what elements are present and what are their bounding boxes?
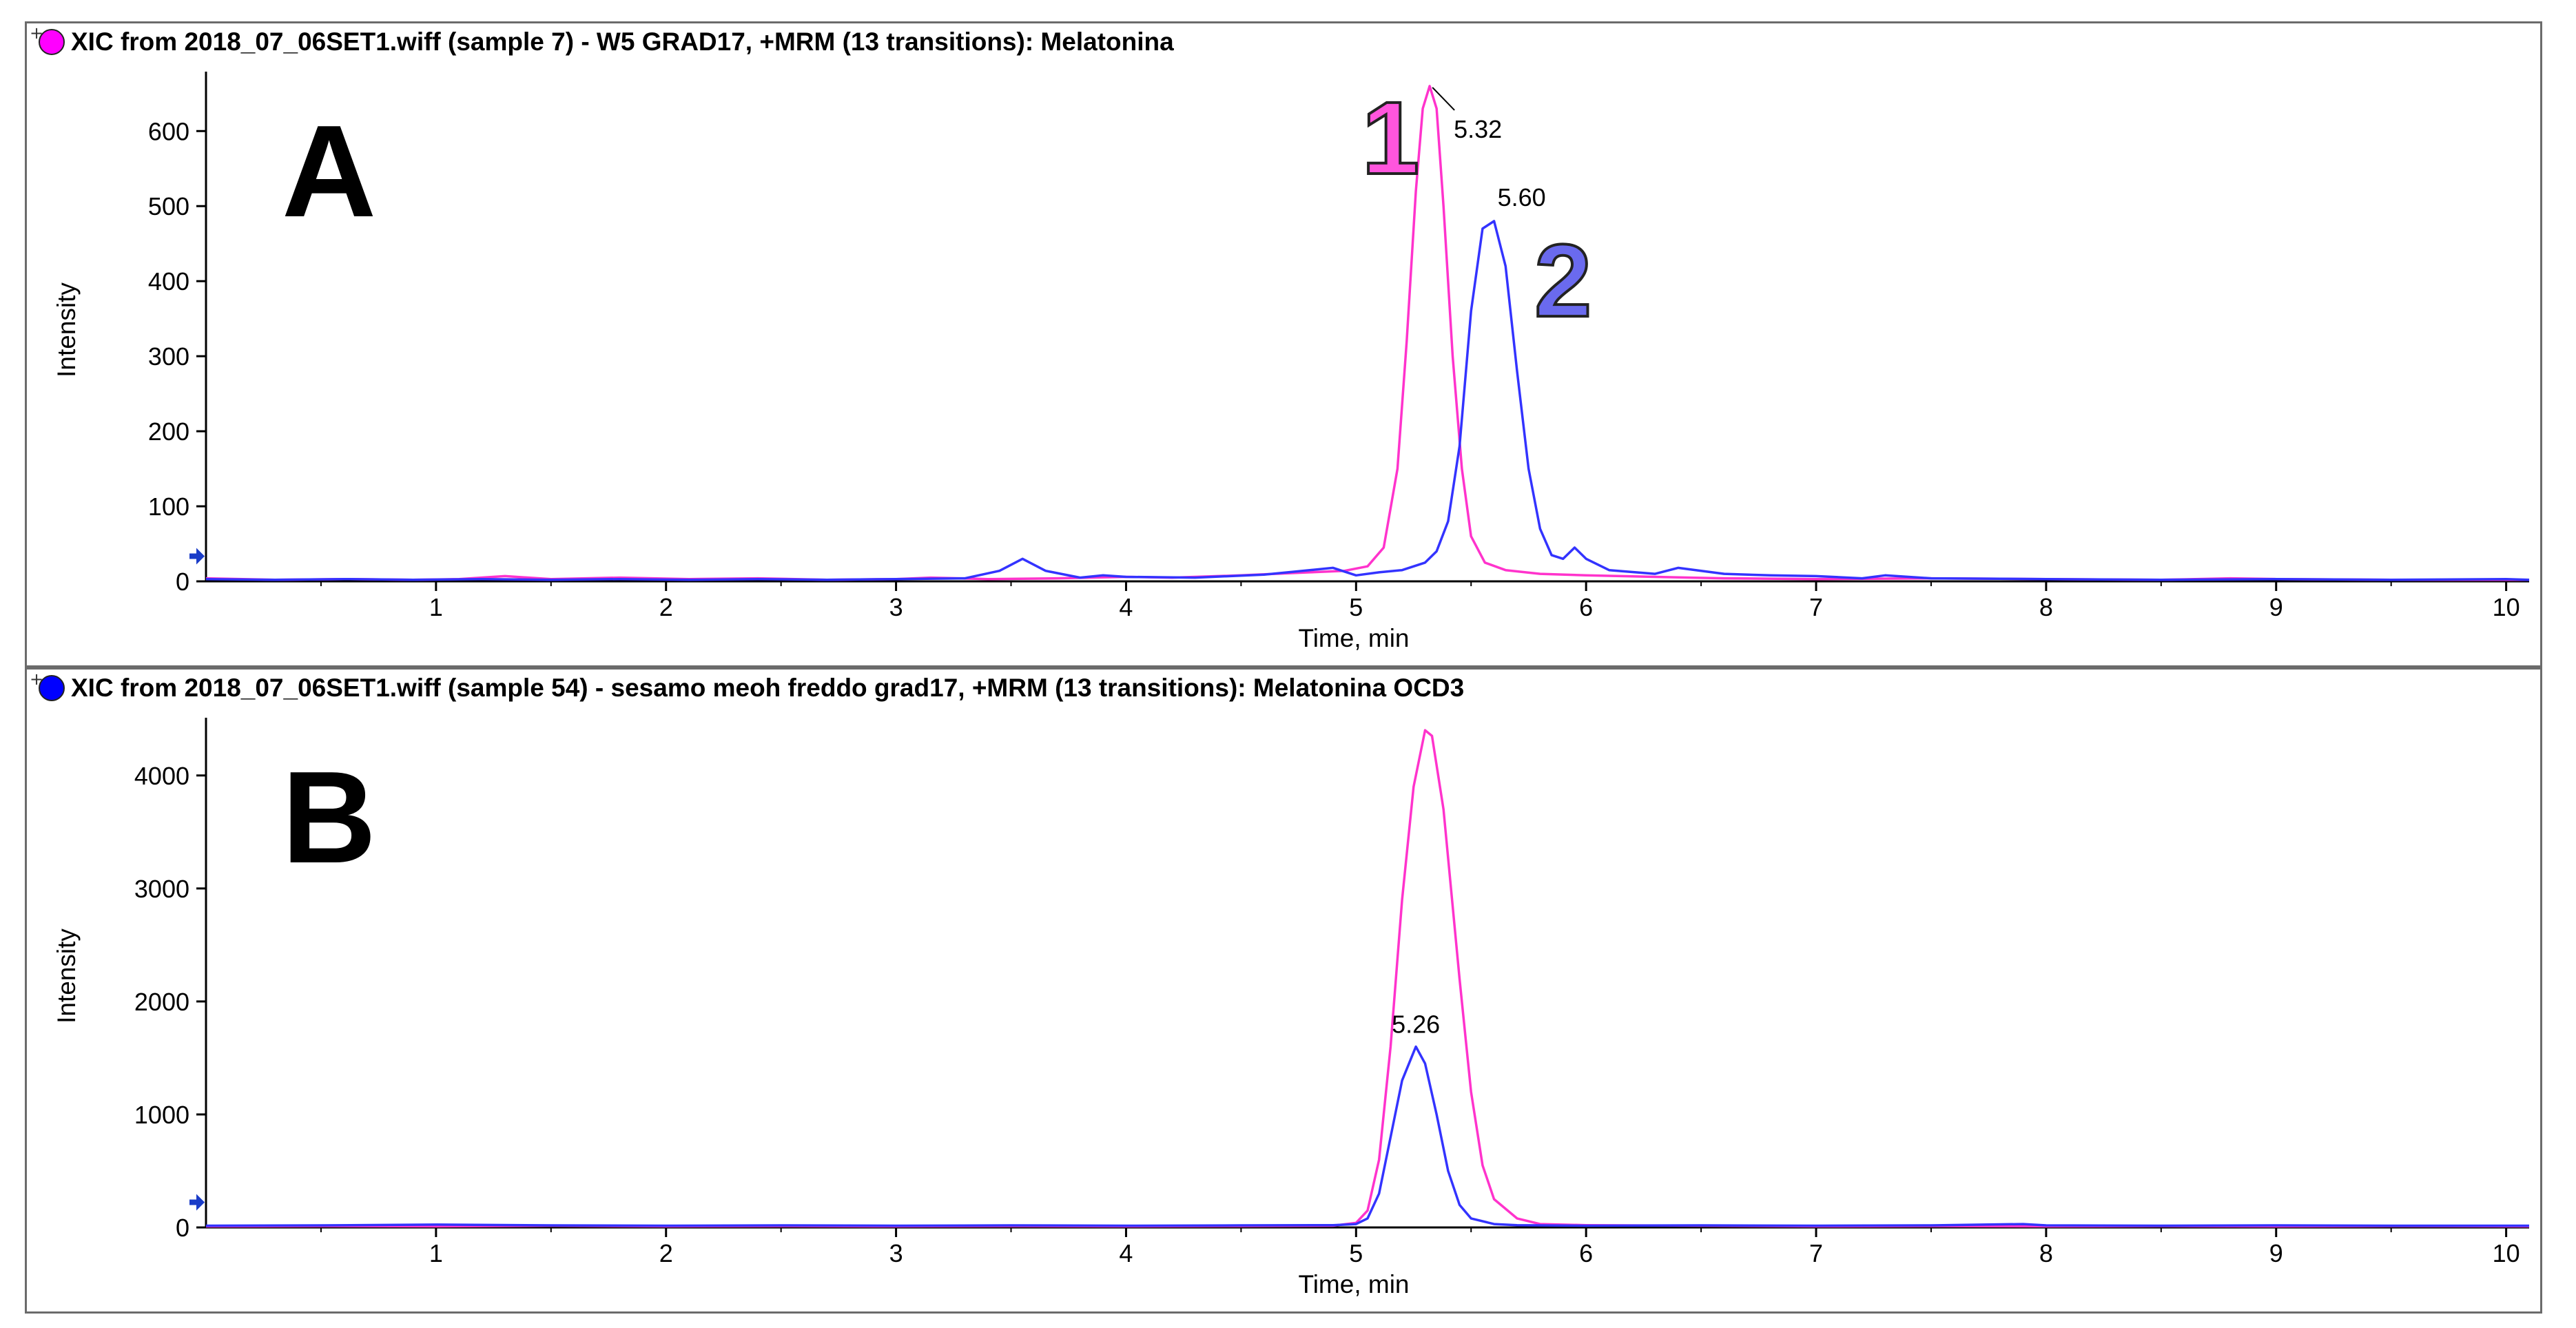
x-tick-label: 5 (1349, 593, 1363, 621)
baseline-arrow-icon (189, 1194, 205, 1211)
x-tick-label: 6 (1579, 1239, 1593, 1267)
y-tick-label: 500 (148, 192, 189, 220)
x-tick-label: 8 (2039, 1239, 2053, 1267)
y-tick-label: 3000 (134, 875, 189, 903)
peak-number-label: 2 (1534, 222, 1591, 338)
panel-letter: A (282, 98, 376, 245)
peak-retention-label: 5.60 (1498, 183, 1546, 211)
legend-marker-icon[interactable] (39, 675, 65, 701)
x-tick-label: 2 (659, 1239, 673, 1267)
panel-b-title: XIC from 2018_07_06SET1.wiff (sample 54)… (71, 674, 1465, 702)
series-line-1 (205, 729, 2530, 1228)
annotation-leader (1432, 87, 1455, 111)
panel-b-header: + XIC from 2018_07_06SET1.wiff (sample 5… (27, 670, 2540, 711)
chromatogram-panel-a: + XIC from 2018_07_06SET1.wiff (sample 7… (25, 21, 2542, 667)
x-tick-label: 4 (1119, 1239, 1133, 1267)
legend-marker-icon[interactable] (39, 29, 65, 55)
y-tick-label: 400 (148, 267, 189, 295)
x-tick-label: 9 (2269, 593, 2283, 621)
chromatogram-panel-b: + XIC from 2018_07_06SET1.wiff (sample 5… (25, 667, 2542, 1314)
panel-letter: B (282, 745, 376, 891)
baseline-arrow-icon (189, 548, 205, 565)
x-tick-label: 10 (2493, 1239, 2520, 1267)
x-tick-label: 7 (1809, 593, 1823, 621)
y-tick-label: 100 (148, 492, 189, 521)
x-tick-label: 7 (1809, 1239, 1823, 1267)
y-tick-label: 2000 (134, 988, 189, 1016)
x-tick-label: 1 (429, 593, 443, 621)
peak-retention-label: 5.32 (1454, 115, 1502, 143)
x-tick-label: 1 (429, 1239, 443, 1267)
y-tick-label: 4000 (134, 762, 189, 790)
peak-number-label: 1 (1362, 80, 1419, 196)
x-tick-label: 5 (1349, 1239, 1363, 1267)
y-axis-label: Intensity (52, 928, 81, 1024)
series-line-2 (205, 220, 2530, 581)
series-line-2 (205, 1045, 2529, 1227)
chromatogram-plot-b[interactable]: 0 1000 2000 3000 4000 1 2 3 4 5 6 7 8 9 10 Time, min Int… (27, 670, 2540, 1311)
y-tick-label: 200 (148, 417, 189, 446)
y-tick-label: 0 (176, 568, 189, 596)
y-tick-label: 600 (148, 117, 189, 145)
x-axis-label: Time, min (1298, 1270, 1409, 1298)
x-tick-label: 3 (889, 1239, 903, 1267)
y-axis-label: Intensity (52, 282, 81, 377)
y-tick-label: 0 (176, 1214, 189, 1242)
x-tick-label: 3 (889, 593, 903, 621)
x-tick-label: 4 (1119, 593, 1133, 621)
x-tick-label: 6 (1579, 593, 1593, 621)
y-tick-label: 1000 (134, 1101, 189, 1129)
y-tick-label: 300 (148, 342, 189, 371)
x-axis-label: Time, min (1298, 624, 1409, 652)
panel-a-header: + XIC from 2018_07_06SET1.wiff (sample 7… (27, 23, 2540, 65)
x-tick-label: 8 (2039, 593, 2053, 621)
x-tick-label: 2 (659, 593, 673, 621)
panel-a-title: XIC from 2018_07_06SET1.wiff (sample 7) … (71, 28, 1174, 56)
x-tick-label: 10 (2493, 593, 2520, 621)
x-tick-label: 9 (2269, 1239, 2283, 1267)
peak-retention-label: 5.26 (1392, 1010, 1440, 1039)
